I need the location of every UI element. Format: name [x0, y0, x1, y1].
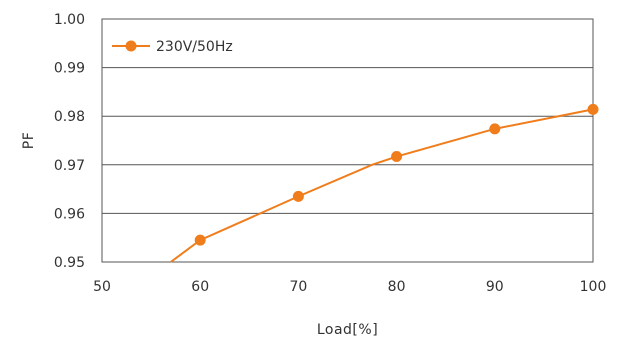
y-axis-label: PF: [21, 132, 37, 150]
x-tick-label: 100: [580, 279, 607, 295]
x-axis-label: Load[%]: [317, 322, 378, 338]
y-tick-label: 0.95: [54, 255, 85, 271]
data-point: [391, 151, 403, 163]
y-tick-label: 0.97: [54, 158, 85, 174]
grid-lines: [102, 18, 593, 263]
series-group: [170, 103, 599, 263]
legend-marker: [125, 40, 137, 52]
data-point: [292, 190, 304, 202]
data-point: [587, 103, 599, 115]
y-tick-labels: 0.95 0.96 0.97 0.98 0.99 1.00: [54, 12, 85, 271]
data-point: [194, 234, 206, 246]
y-tick-label: 0.98: [54, 109, 85, 125]
x-tick-label: 50: [93, 279, 111, 295]
series-line: [170, 108, 594, 263]
data-point: [489, 123, 501, 135]
y-tick-label: 0.96: [54, 206, 85, 222]
x-tick-label: 90: [486, 279, 504, 295]
y-tick-label: 1.00: [54, 12, 85, 28]
legend-label: 230V/50Hz: [156, 39, 233, 55]
x-tick-label: 80: [388, 279, 406, 295]
plot-frame: [101, 18, 594, 263]
x-tick-label: 60: [191, 279, 209, 295]
legend: 230V/50Hz: [112, 39, 233, 55]
x-tick-labels: 50 60 70 80 90 100: [93, 279, 606, 295]
x-tick-label: 70: [289, 279, 307, 295]
y-tick-label: 0.99: [54, 61, 85, 77]
